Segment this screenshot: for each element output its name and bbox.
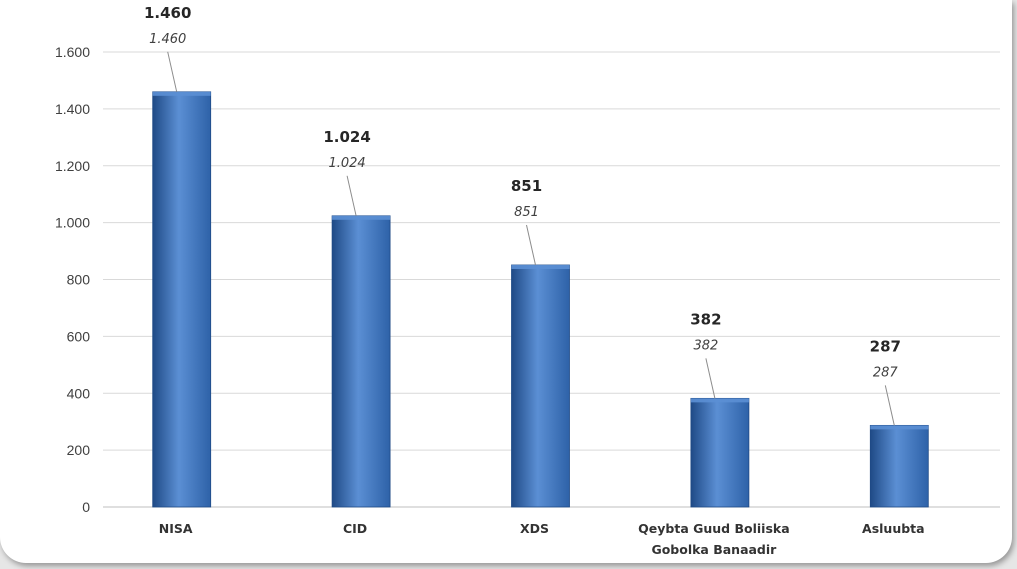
bar-top-highlight bbox=[690, 398, 749, 403]
x-tick-label: XDS bbox=[520, 521, 549, 536]
leader-line bbox=[705, 358, 716, 399]
x-tick-label: Gobolka Banaadir bbox=[651, 542, 777, 557]
y-tick-label: 800 bbox=[67, 272, 91, 288]
leader-line bbox=[884, 385, 895, 426]
x-tick-label: Qeybta Guud Boliiska bbox=[638, 521, 789, 536]
bar bbox=[690, 397, 750, 508]
leader-line bbox=[346, 175, 357, 216]
y-tick-label: 200 bbox=[67, 442, 91, 458]
leader-line bbox=[526, 224, 536, 266]
bar-top-highlight bbox=[511, 264, 570, 269]
bar bbox=[152, 91, 212, 508]
data-label: 382 bbox=[690, 310, 721, 328]
bar-top-highlight bbox=[332, 215, 391, 220]
data-label: 1.460 bbox=[144, 4, 191, 22]
y-tick-label: 1.000 bbox=[55, 215, 90, 231]
x-tick-label: NISA bbox=[159, 521, 193, 536]
data-label-italic: 1.460 bbox=[149, 32, 186, 47]
data-label: 1.024 bbox=[323, 128, 370, 146]
data-label-italic: 851 bbox=[514, 205, 539, 220]
data-label-italic: 1.024 bbox=[328, 156, 365, 171]
bar-top-highlight bbox=[152, 91, 211, 96]
data-label-italic: 382 bbox=[693, 338, 718, 353]
y-tick-label: 1.200 bbox=[55, 158, 90, 174]
leader-line bbox=[167, 51, 178, 92]
bar bbox=[511, 264, 570, 508]
y-tick-label: 0 bbox=[82, 499, 90, 515]
bar bbox=[869, 424, 929, 508]
y-tick-label: 600 bbox=[67, 328, 91, 344]
data-label: 851 bbox=[511, 177, 542, 195]
x-tick-label: CID bbox=[343, 521, 367, 536]
y-axis: 0 200 400 600 800 1.000 1.200 1.400 1.600 bbox=[55, 44, 90, 515]
bar bbox=[331, 215, 391, 508]
x-axis: NISA CID XDS Qeybta Guud Boliiska Gobolka Ba… bbox=[159, 521, 925, 557]
data-labels: 1.460 1.460 1.024 1.024 851 851 382 382 287 287 bbox=[144, 4, 901, 426]
bars bbox=[152, 91, 929, 508]
data-label-italic: 287 bbox=[873, 365, 899, 380]
y-tick-label: 400 bbox=[67, 385, 91, 401]
data-label: 287 bbox=[870, 337, 901, 355]
y-tick-label: 1.400 bbox=[55, 101, 90, 117]
y-tick-label: 1.600 bbox=[55, 44, 90, 60]
bar-top-highlight bbox=[870, 425, 929, 430]
x-tick-label: Asluubta bbox=[862, 521, 925, 536]
